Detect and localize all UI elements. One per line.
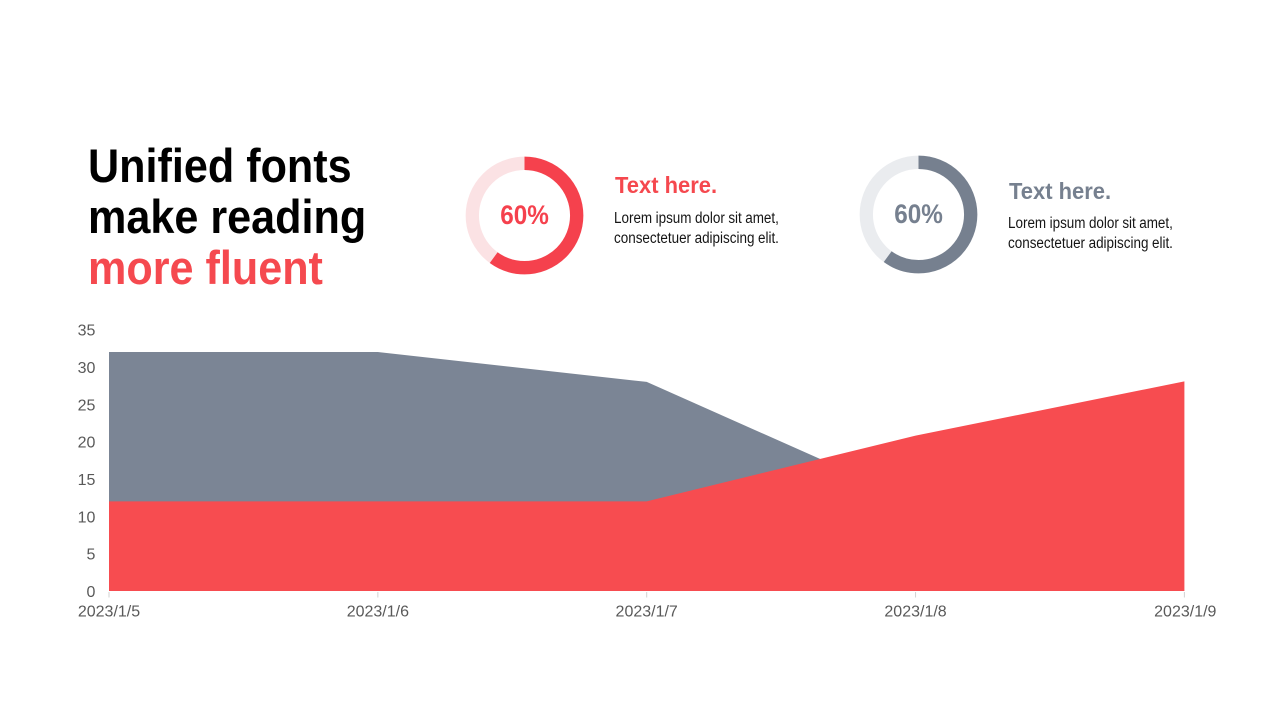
svg-text:15: 15 <box>78 472 96 489</box>
svg-text:60%: 60% <box>500 200 549 230</box>
svg-text:60%: 60% <box>894 199 943 229</box>
svg-text:5: 5 <box>86 547 95 564</box>
svg-text:2023/1/6: 2023/1/6 <box>347 604 409 621</box>
svg-text:30: 30 <box>78 360 96 377</box>
svg-text:35: 35 <box>78 323 96 340</box>
svg-text:25: 25 <box>78 397 96 414</box>
svg-text:20: 20 <box>78 435 96 452</box>
svg-text:2023/1/9: 2023/1/9 <box>1154 604 1216 621</box>
svg-text:2023/1/8: 2023/1/8 <box>884 604 946 621</box>
svg-text:10: 10 <box>78 509 96 526</box>
svg-text:2023/1/5: 2023/1/5 <box>78 604 140 621</box>
svg-text:2023/1/7: 2023/1/7 <box>616 604 678 621</box>
svg-text:0: 0 <box>86 584 95 601</box>
